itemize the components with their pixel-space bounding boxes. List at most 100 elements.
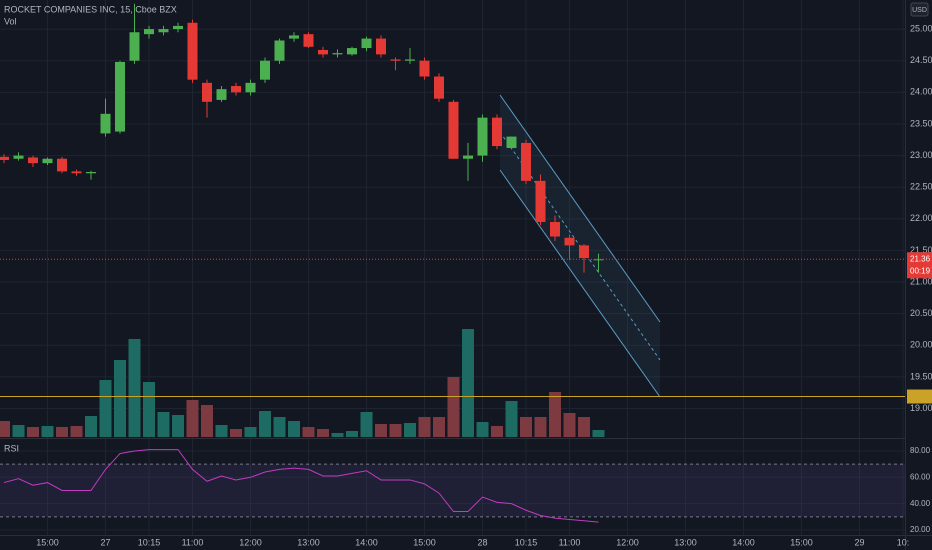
y-tick-label: 20.50: [910, 308, 932, 318]
volume-bar: [157, 412, 170, 437]
candle-body: [318, 49, 328, 55]
candle-body: [347, 48, 357, 55]
volume-bar: [186, 400, 199, 437]
candle-body: [361, 38, 372, 49]
volume-bar: [520, 417, 532, 437]
y-tick-label: 23.00: [910, 150, 932, 160]
x-tick-label: 15:00: [790, 537, 813, 547]
x-tick-label: 13:00: [297, 537, 320, 547]
channel-line: [499, 169, 661, 398]
volume-bar: [433, 417, 445, 437]
x-tick-label: 15:00: [36, 537, 59, 547]
volume-bar: [491, 426, 503, 437]
volume-bar: [143, 382, 155, 437]
last-price-label: 21.36: [910, 254, 931, 263]
candle-body: [289, 35, 299, 39]
volume-bar: [549, 392, 561, 437]
candle-body: [564, 237, 575, 246]
volume-bar: [418, 417, 431, 437]
candle-body: [202, 82, 212, 102]
y-tick-label: 19.50: [910, 371, 932, 381]
candle-body: [100, 113, 111, 134]
volume-bar: [447, 377, 460, 437]
volume-bar: [389, 424, 402, 437]
candle-body: [376, 38, 386, 55]
currency-box[interactable]: [910, 2, 929, 17]
x-tick-label: 10:15: [138, 537, 161, 547]
y-tick-label: 20.00: [910, 525, 931, 534]
volume-bar: [114, 360, 126, 437]
countdown-label: 00:19: [910, 266, 931, 275]
volume-bar: [317, 429, 329, 437]
candle-body: [492, 117, 502, 147]
rsi-line: [3, 449, 599, 523]
last-price-tag: [907, 252, 932, 279]
y-tick-label: 21.00: [910, 276, 932, 286]
volume-bar: [302, 427, 315, 437]
y-tick-label: 25.00: [910, 23, 932, 33]
y-tick-label: 40.00: [910, 499, 931, 508]
candle-body: [550, 221, 560, 237]
rsi-label: RSI: [4, 443, 19, 453]
volume-bar: [12, 425, 25, 437]
candle-body: [231, 86, 241, 93]
y-tick-label: 24.50: [910, 55, 932, 65]
candle-body: [593, 259, 604, 261]
volume-bar: [128, 339, 141, 437]
volume-bar: [273, 417, 286, 437]
y-tick-label: 22.00: [910, 213, 932, 223]
candle-body: [274, 40, 285, 61]
volume-bar: [578, 417, 590, 437]
candle-body: [448, 101, 459, 159]
candle-body: [535, 180, 546, 222]
volume-bar: [70, 426, 83, 437]
candle-body: [434, 76, 444, 99]
candle-body: [260, 60, 270, 80]
volume-bar: [505, 401, 518, 437]
currency: USD: [912, 7, 927, 14]
volume-bar: [404, 423, 416, 437]
x-tick-label: 15:00: [413, 537, 436, 547]
candle-body: [506, 136, 517, 148]
volume-bar: [331, 433, 344, 437]
x-tick-label: 29: [854, 537, 864, 547]
candle-body: [245, 82, 256, 93]
candle-body: [332, 53, 343, 55]
rsi-band: [0, 464, 905, 517]
candle-body: [86, 172, 96, 174]
x-tick-label: 14:00: [355, 537, 378, 547]
volume-bar: [172, 415, 184, 437]
volume-bar: [288, 421, 300, 437]
x-tick-label: 12:00: [239, 537, 262, 547]
x-tick-label: 14:00: [732, 537, 755, 547]
volume-bar: [375, 424, 387, 437]
x-tick-label: 11:00: [559, 537, 581, 547]
horizontal-line-tag: [907, 389, 932, 404]
y-tick-label: 22.50: [910, 182, 932, 192]
y-tick-label: 24.00: [910, 87, 932, 97]
candle-body: [115, 61, 125, 132]
y-tick-label: 21.50: [910, 245, 932, 255]
candle-body: [57, 158, 67, 172]
y-tick-label: 23.50: [910, 118, 932, 128]
volume-bar: [201, 405, 213, 437]
volume-bar: [346, 431, 358, 437]
volume-bar: [476, 422, 489, 437]
x-tick-label: 10:: [897, 537, 910, 547]
candle-body: [71, 171, 82, 174]
volume-bar: [85, 416, 97, 437]
volume-bar: [230, 429, 242, 437]
candle-body: [144, 29, 154, 35]
y-tick-label: 60.00: [910, 472, 931, 481]
candle-body: [390, 59, 401, 61]
y-tick-label: 20.00: [910, 340, 932, 350]
plot: [0, 3, 905, 523]
channel-line: [499, 94, 661, 323]
volume-bar: [99, 380, 112, 437]
candle-body: [405, 59, 415, 61]
x-tick-label: 13:00: [674, 537, 697, 547]
candle-body: [13, 155, 24, 159]
volume-bar: [56, 427, 68, 437]
volume-bar: [360, 412, 373, 437]
